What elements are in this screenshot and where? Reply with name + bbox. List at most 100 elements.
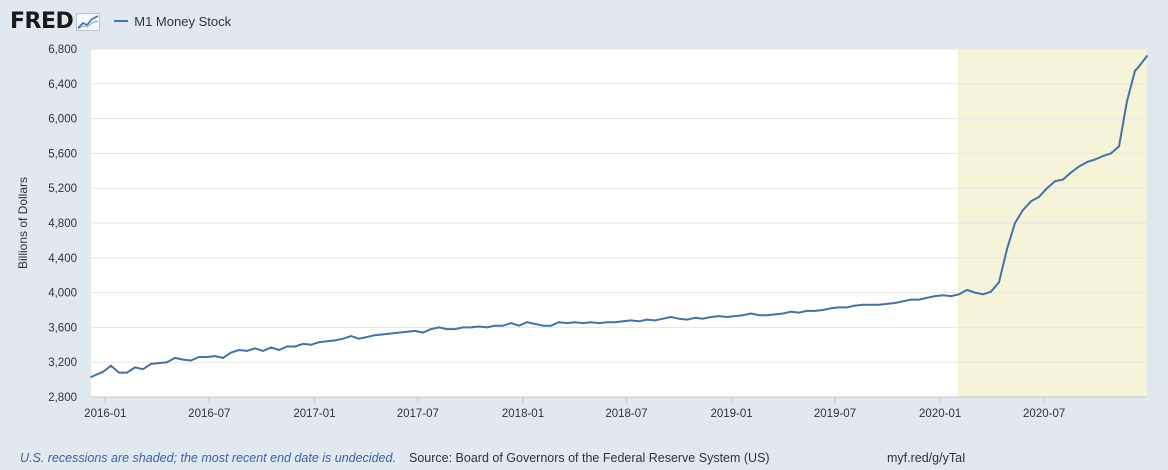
data-point <box>614 321 616 324</box>
data-point <box>1046 187 1048 190</box>
data-point <box>1146 55 1148 57</box>
data-point <box>246 350 248 352</box>
y-tick-label: 3,200 <box>48 357 77 369</box>
data-point <box>230 351 232 354</box>
data-point <box>1054 180 1056 183</box>
data-point <box>326 340 328 343</box>
data-point <box>686 318 688 321</box>
data-point <box>182 358 184 361</box>
x-tick-label: 2019-07 <box>814 408 856 420</box>
x-tick-label: 2018-01 <box>502 408 544 420</box>
data-point <box>982 293 984 296</box>
data-point <box>302 343 304 345</box>
data-point <box>214 355 216 357</box>
data-point <box>702 317 704 320</box>
data-point <box>542 324 544 327</box>
data-point <box>910 298 912 301</box>
data-point <box>1014 222 1016 224</box>
data-point <box>254 347 256 350</box>
y-tick-label: 6,000 <box>48 114 77 126</box>
data-point <box>198 356 200 358</box>
data-point <box>438 326 440 329</box>
data-point <box>494 324 496 327</box>
data-point <box>90 376 92 378</box>
y-tick-label: 4,800 <box>48 218 77 230</box>
data-point <box>366 336 368 338</box>
data-point <box>750 312 752 315</box>
data-point <box>134 366 136 369</box>
data-point <box>334 339 336 342</box>
data-point <box>766 314 768 317</box>
data-point <box>678 317 680 320</box>
data-point <box>390 332 392 335</box>
recession-note: U.S. recessions are shaded; the most rec… <box>20 451 396 465</box>
y-tick-label: 2,800 <box>48 392 77 404</box>
data-point <box>598 322 600 324</box>
x-tick-label: 2020-01 <box>919 408 961 420</box>
x-tick-label: 2016-01 <box>84 408 126 420</box>
data-point <box>1062 178 1064 181</box>
data-point <box>550 324 552 327</box>
data-point <box>278 349 280 351</box>
data-point <box>294 345 296 348</box>
data-point <box>1022 209 1024 211</box>
legend-swatch <box>114 20 129 22</box>
y-tick-label: 4,000 <box>48 288 77 300</box>
data-point <box>262 350 264 352</box>
y-tick-label: 4,400 <box>48 253 77 265</box>
data-point <box>726 316 728 318</box>
data-point <box>886 303 888 305</box>
x-tick-label: 2020-07 <box>1023 408 1065 420</box>
data-point <box>126 371 128 374</box>
short-link[interactable]: myf.red/g/yTaI <box>887 451 966 465</box>
data-point <box>718 315 720 317</box>
data-point <box>478 325 480 328</box>
data-point <box>150 363 152 365</box>
chart-legend[interactable]: M1 Money Stock <box>114 14 231 29</box>
data-point <box>934 295 936 297</box>
data-point <box>118 371 120 374</box>
data-point <box>1086 161 1088 164</box>
data-point <box>806 310 808 312</box>
chart-footer: U.S. recessions are shaded; the most rec… <box>0 446 1168 466</box>
data-point <box>566 322 568 324</box>
x-tick-label: 2017-07 <box>397 408 439 420</box>
data-point <box>358 337 360 340</box>
chart-header: FRED M1 Money Stock <box>10 6 231 36</box>
fred-logo[interactable]: FRED <box>10 8 74 34</box>
data-point <box>814 310 816 312</box>
data-point <box>1118 145 1120 148</box>
data-point <box>758 314 760 317</box>
data-point <box>782 312 784 315</box>
chart-area[interactable]: 2,800 3,200 3,600 4,000 4,400 4,800 5,200 5,600… <box>0 0 1168 440</box>
data-point <box>206 356 208 358</box>
data-point <box>222 357 224 359</box>
data-point <box>1038 196 1040 198</box>
data-point <box>894 302 896 304</box>
data-point <box>854 304 856 307</box>
data-point <box>534 323 536 325</box>
trend-chart-icon <box>76 13 101 31</box>
data-point <box>990 290 992 293</box>
data-point <box>670 316 672 318</box>
data-point <box>694 316 696 319</box>
data-point <box>462 326 464 329</box>
data-point <box>574 321 576 324</box>
data-point <box>350 335 352 337</box>
data-point <box>558 321 560 324</box>
data-point <box>590 321 592 324</box>
data-point <box>318 341 320 344</box>
data-point <box>846 306 848 309</box>
data-point <box>774 313 776 316</box>
data-point <box>374 334 376 337</box>
data-point <box>406 330 408 333</box>
data-point <box>502 324 504 327</box>
y-tick-label: 3,600 <box>48 322 77 334</box>
x-tick-label: 2019-01 <box>710 408 752 420</box>
data-point <box>446 328 448 330</box>
data-point <box>870 303 872 306</box>
y-tick-label: 5,200 <box>48 183 77 195</box>
data-point <box>1102 155 1104 157</box>
data-point <box>1030 200 1032 203</box>
data-point <box>526 321 528 324</box>
